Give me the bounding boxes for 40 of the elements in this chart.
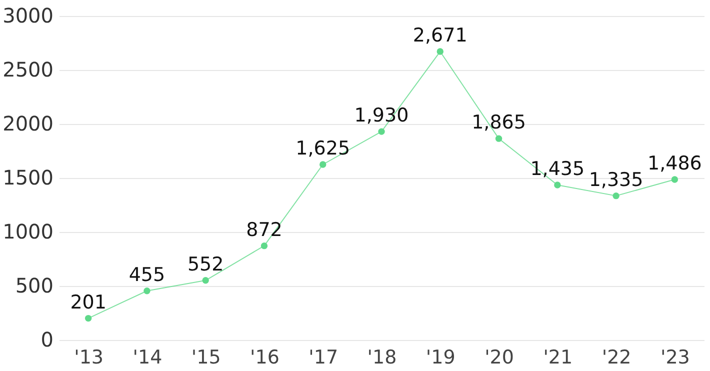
point <box>202 277 209 284</box>
data-label: 201 <box>70 291 106 314</box>
point <box>320 161 326 168</box>
data-label: 872 <box>246 218 282 241</box>
point <box>436 48 444 55</box>
data-label: 455 <box>128 264 166 286</box>
data-label: 1,486 <box>647 152 702 175</box>
point <box>378 128 385 135</box>
x-tick-label: '21 <box>543 346 573 368</box>
point <box>612 192 620 200</box>
data-label: 2,671 <box>412 24 468 47</box>
point <box>260 242 268 250</box>
data-label: 1,930 <box>354 104 409 127</box>
point <box>84 314 92 322</box>
point <box>144 288 150 294</box>
y-tick-label: 1000 <box>2 220 54 244</box>
x-tick-label: '14 <box>132 346 162 368</box>
x-tick-label: '13 <box>74 346 104 368</box>
x-tick-label: '19 <box>426 346 456 368</box>
data-label: 552 <box>187 253 224 276</box>
x-tick-label: '16 <box>250 346 280 368</box>
y-tick-label: 0 <box>40 328 54 352</box>
y-tick-label: 1500 <box>2 166 54 190</box>
data-label: 1,335 <box>588 168 644 191</box>
x-tick-label: '20 <box>484 346 514 368</box>
x-tick-label: '17 <box>308 346 338 368</box>
x-tick-label: '18 <box>367 346 397 368</box>
data-label: 1,865 <box>472 112 526 134</box>
point <box>554 182 561 188</box>
y-tick-label: 2500 <box>2 58 54 82</box>
point <box>495 135 502 142</box>
x-tick-label: '22 <box>602 346 632 368</box>
y-tick-label: 500 <box>15 274 54 298</box>
x-tick-label: '15 <box>191 346 221 368</box>
point <box>671 176 678 183</box>
data-label: 1,625 <box>296 138 350 160</box>
x-tick-label: '23 <box>660 346 690 368</box>
y-tick-label: 2000 <box>2 112 54 136</box>
y-tick-label: 3000 <box>2 4 54 28</box>
data-label: 1,435 <box>530 158 585 180</box>
